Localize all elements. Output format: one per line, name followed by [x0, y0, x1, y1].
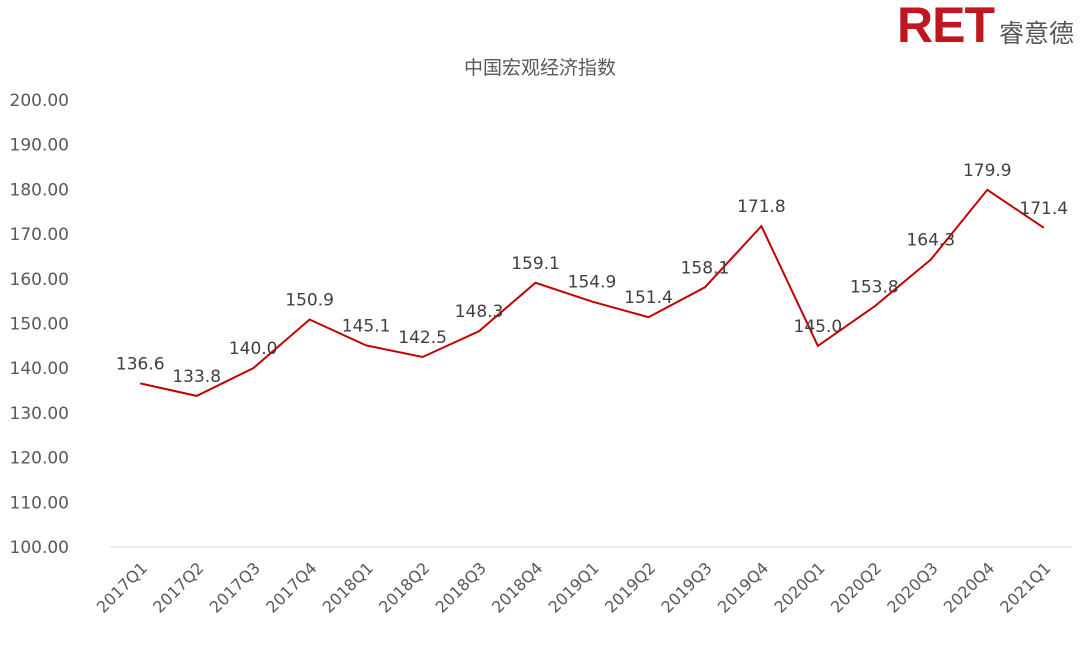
chart-title: 中国宏观经济指数	[464, 57, 616, 79]
data-label: 164.3	[906, 231, 955, 251]
logo-brand: RET	[897, 0, 995, 53]
data-label: 179.9	[963, 161, 1012, 181]
data-label: 159.1	[511, 254, 560, 274]
data-label: 154.9	[568, 273, 617, 293]
y-tick-label: 180.00	[10, 180, 69, 200]
data-label: 133.8	[172, 367, 221, 387]
x-tick-label: 2018Q1	[319, 558, 377, 616]
data-label: 136.6	[116, 354, 165, 374]
data-label: 148.3	[455, 302, 504, 322]
data-label: 142.5	[398, 328, 447, 348]
y-tick-label: 200.00	[10, 91, 69, 111]
data-label: 158.1	[681, 258, 730, 278]
y-axis: 100.00 110.00 120.00 130.00 140.00 150.00 160.…	[10, 91, 69, 558]
logo-name-cn: 睿意德	[999, 19, 1075, 48]
x-tick-label: 2018Q2	[375, 558, 433, 616]
x-tick-label: 2019Q3	[657, 558, 715, 616]
x-axis: 2017Q12017Q22017Q32017Q42018Q12018Q22018…	[93, 558, 1055, 616]
data-label: 150.9	[285, 290, 334, 310]
x-tick-label: 2019Q2	[601, 558, 659, 616]
y-tick-label: 160.00	[10, 270, 69, 290]
x-tick-label: 2020Q4	[940, 558, 998, 616]
x-tick-label: 2017Q3	[206, 558, 264, 616]
data-labels: 136.6 133.8 140.0 150.9 145.1 142.5 148.3 159.1…	[116, 161, 1068, 387]
x-tick-label: 2021Q1	[996, 558, 1054, 616]
x-tick-label: 2019Q1	[544, 558, 602, 616]
data-label: 171.4	[1019, 199, 1068, 219]
series-line	[139, 188, 1045, 397]
x-tick-label: 2020Q1	[770, 558, 828, 616]
x-tick-label: 2017Q1	[93, 558, 151, 616]
data-label: 140.0	[229, 339, 278, 359]
data-label: 145.1	[342, 316, 391, 336]
x-tick-label: 2020Q2	[827, 558, 885, 616]
x-tick-label: 2018Q4	[488, 558, 546, 616]
x-tick-label: 2017Q4	[262, 558, 320, 616]
y-tick-label: 130.00	[10, 404, 69, 424]
y-tick-label: 190.00	[10, 136, 69, 156]
data-label: 145.0	[794, 317, 843, 337]
x-tick-label: 2020Q3	[883, 558, 941, 616]
y-tick-label: 120.00	[10, 449, 69, 469]
data-label: 151.4	[624, 288, 673, 308]
y-tick-label: 170.00	[10, 225, 69, 245]
y-tick-label: 100.00	[10, 538, 69, 558]
ret-logo: RET 睿意德	[893, 0, 1080, 53]
data-label: 153.8	[850, 278, 899, 298]
y-tick-label: 150.00	[10, 315, 69, 335]
data-label: 171.8	[737, 197, 786, 217]
x-tick-label: 2017Q2	[149, 558, 207, 616]
x-tick-label: 2019Q4	[714, 558, 772, 616]
x-tick-label: 2018Q3	[432, 558, 490, 616]
y-tick-label: 110.00	[10, 493, 69, 513]
y-tick-label: 140.00	[10, 359, 69, 379]
